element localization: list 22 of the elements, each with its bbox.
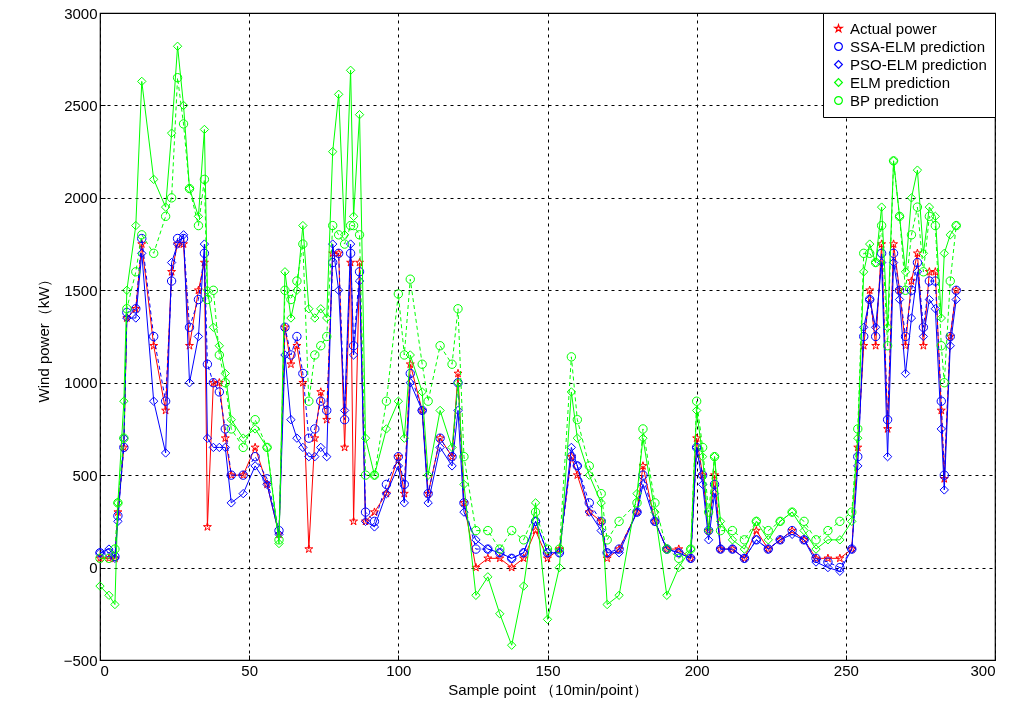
y-tick-label: 1500 bbox=[64, 281, 98, 299]
y-tick-label: 2000 bbox=[64, 189, 98, 207]
legend-label: BP prediction bbox=[850, 91, 939, 109]
legend-label: SSA-ELM prediction bbox=[850, 37, 986, 55]
legend-label: ELM prediction bbox=[850, 73, 951, 91]
legend-label: PSO-ELM prediction bbox=[850, 55, 987, 73]
x-tick-label: 150 bbox=[535, 661, 561, 679]
x-tick-label: 0 bbox=[100, 661, 109, 679]
y-tick-label: 2500 bbox=[64, 96, 98, 114]
y-tick-label: 1000 bbox=[64, 374, 98, 392]
x-tick-label: 200 bbox=[684, 661, 710, 679]
x-tick-label: 300 bbox=[970, 661, 996, 679]
y-tick-label: 3000 bbox=[64, 4, 98, 22]
x-tick-label: 50 bbox=[241, 661, 259, 679]
y-axis-title: Wind power（kW） bbox=[34, 271, 52, 403]
x-tick-label: 250 bbox=[833, 661, 859, 679]
x-tick-label: 100 bbox=[386, 661, 412, 679]
x-axis-title: Sample point （10min/point） bbox=[448, 680, 648, 698]
y-tick-label: 500 bbox=[72, 466, 98, 484]
y-tick-label: 0 bbox=[89, 559, 98, 577]
legend-label: Actual power bbox=[850, 19, 937, 37]
y-tick-label: −500 bbox=[63, 651, 98, 669]
